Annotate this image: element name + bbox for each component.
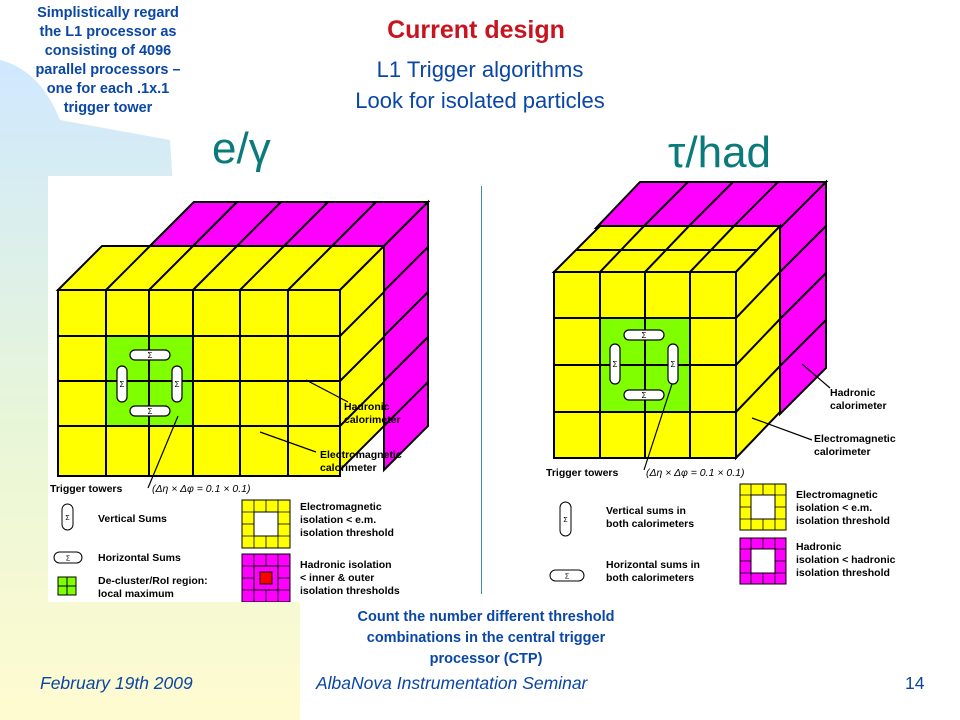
em-isolation-label: isolation < e.m. (300, 514, 376, 526)
count-line: processor (CTP) (429, 651, 543, 667)
em-isolation-label: isolation < e.m. (796, 502, 872, 514)
divider-line (481, 186, 482, 594)
legend-horizontal-sums: Σ Horizontal Sums (53, 551, 181, 564)
sigma-symbol: Σ (148, 407, 153, 416)
egamma-algorithm-figure: Σ Σ Σ Σ Hadronic calorimeter Electromagn… (48, 176, 465, 602)
svg-text:Vertical Sums: Vertical Sums (98, 513, 167, 525)
note-line: the L1 processor as (39, 24, 177, 40)
em-isolation-label: isolation threshold (796, 515, 890, 527)
em-isolation-square (739, 483, 787, 531)
had-isolation-label: isolation < hadronic (796, 554, 896, 566)
tau-hadron-algorithm-figure: Σ Σ Σ Σ Hadronic calorimeter Electromagn… (540, 178, 932, 590)
svg-text:Vertical sums in: Vertical sums in (606, 505, 686, 517)
ctp-count-note: Count the number different threshold com… (306, 607, 666, 670)
sigma-symbol: Σ (671, 360, 676, 369)
em-label: Electromagnetic (814, 433, 896, 445)
note-line: parallel processors – (35, 62, 181, 78)
sigma-symbol: Σ (175, 380, 180, 389)
heading-electron-photon: e/γ (212, 124, 271, 173)
sigma-symbol: Σ (120, 380, 125, 389)
hadronic-label: Hadronic (344, 401, 390, 413)
had-isolation-label: Hadronic (796, 541, 842, 553)
hadronic-label: calorimeter (344, 414, 401, 426)
legend-horizontal-sums: Σ Horizontal sums in both calorimeters (549, 559, 700, 584)
svg-text:both calorimeters: both calorimeters (606, 518, 694, 530)
note-line: trigger tower (63, 100, 153, 116)
footer-seminar: AlbaNova Instrumentation Seminar (316, 673, 588, 693)
legend-vertical-sums: Σ Vertical sums in both calorimeters (559, 501, 694, 537)
hadronic-label: Hadronic (830, 387, 876, 399)
trigger-towers-label: Trigger towers (50, 483, 123, 495)
hadronic-label: calorimeter (830, 400, 887, 412)
trigger-formula: (Δη × Δφ = 0.1 × 0.1) (152, 483, 250, 495)
sigma-symbol: Σ (642, 331, 647, 340)
sum-capsules (116, 349, 183, 417)
em-label: Electromagnetic (320, 449, 402, 461)
svg-text:both calorimeters: both calorimeters (606, 572, 694, 584)
had-isolation-label: isolation thresholds (300, 585, 400, 597)
heading-tau-hadron: τ/had (668, 128, 772, 177)
slide-subtitle-2: Look for isolated particles (355, 88, 605, 113)
legend-decluster: De-cluster/RoI region: local maximum (57, 575, 208, 600)
svg-text:local maximum: local maximum (98, 588, 174, 600)
svg-text:Σ: Σ (65, 515, 70, 522)
em-isolation-label: isolation threshold (300, 527, 394, 539)
sigma-symbol: Σ (148, 351, 153, 360)
note-line: consisting of 4096 (44, 43, 172, 59)
svg-text:Σ: Σ (563, 517, 568, 524)
svg-text:Horizontal Sums: Horizontal Sums (98, 552, 181, 564)
trigger-formula: (Δη × Δφ = 0.1 × 0.1) (646, 467, 744, 479)
svg-text:De-cluster/RoI region:: De-cluster/RoI region: (98, 575, 208, 587)
had-isolation-label: isolation threshold (796, 567, 890, 579)
count-line: combinations in the central trigger (366, 630, 606, 646)
trigger-towers-label: Trigger towers (546, 467, 619, 479)
em-front (57, 289, 341, 477)
page-number: 14 (905, 673, 925, 693)
had-isolation-label: Hadronic isolation (300, 559, 392, 571)
count-line: Count the number different threshold (357, 609, 615, 625)
em-top (55, 245, 387, 291)
em-isolation-label: Electromagnetic (300, 501, 382, 513)
em-label: calorimeter (814, 446, 871, 458)
footer-date: February 19th 2009 (40, 673, 193, 693)
sigma-symbol: Σ (613, 360, 618, 369)
processor-note: Simplistically regard the L1 processor a… (8, 4, 208, 118)
note-line: one for each .1x.1 (46, 81, 170, 97)
em-isolation-label: Electromagnetic (796, 489, 878, 501)
em-isolation-square (241, 499, 291, 549)
had-isolation-label: < inner & outer (300, 572, 374, 584)
had-isolation-square (739, 537, 787, 585)
em-label: calorimeter (320, 462, 377, 474)
svg-text:Horizontal sums in: Horizontal sums in (606, 559, 700, 571)
legend-vertical-sums: Σ Vertical Sums (61, 503, 167, 531)
svg-text:Σ: Σ (565, 574, 570, 581)
svg-text:Σ: Σ (66, 556, 71, 563)
slide-title: Current design (387, 16, 565, 44)
slide-subtitle-1: L1 Trigger algorithms (376, 57, 584, 82)
note-line: Simplistically regard (37, 5, 179, 21)
sigma-symbol: Σ (642, 391, 647, 400)
had-isolation-square (241, 553, 291, 602)
